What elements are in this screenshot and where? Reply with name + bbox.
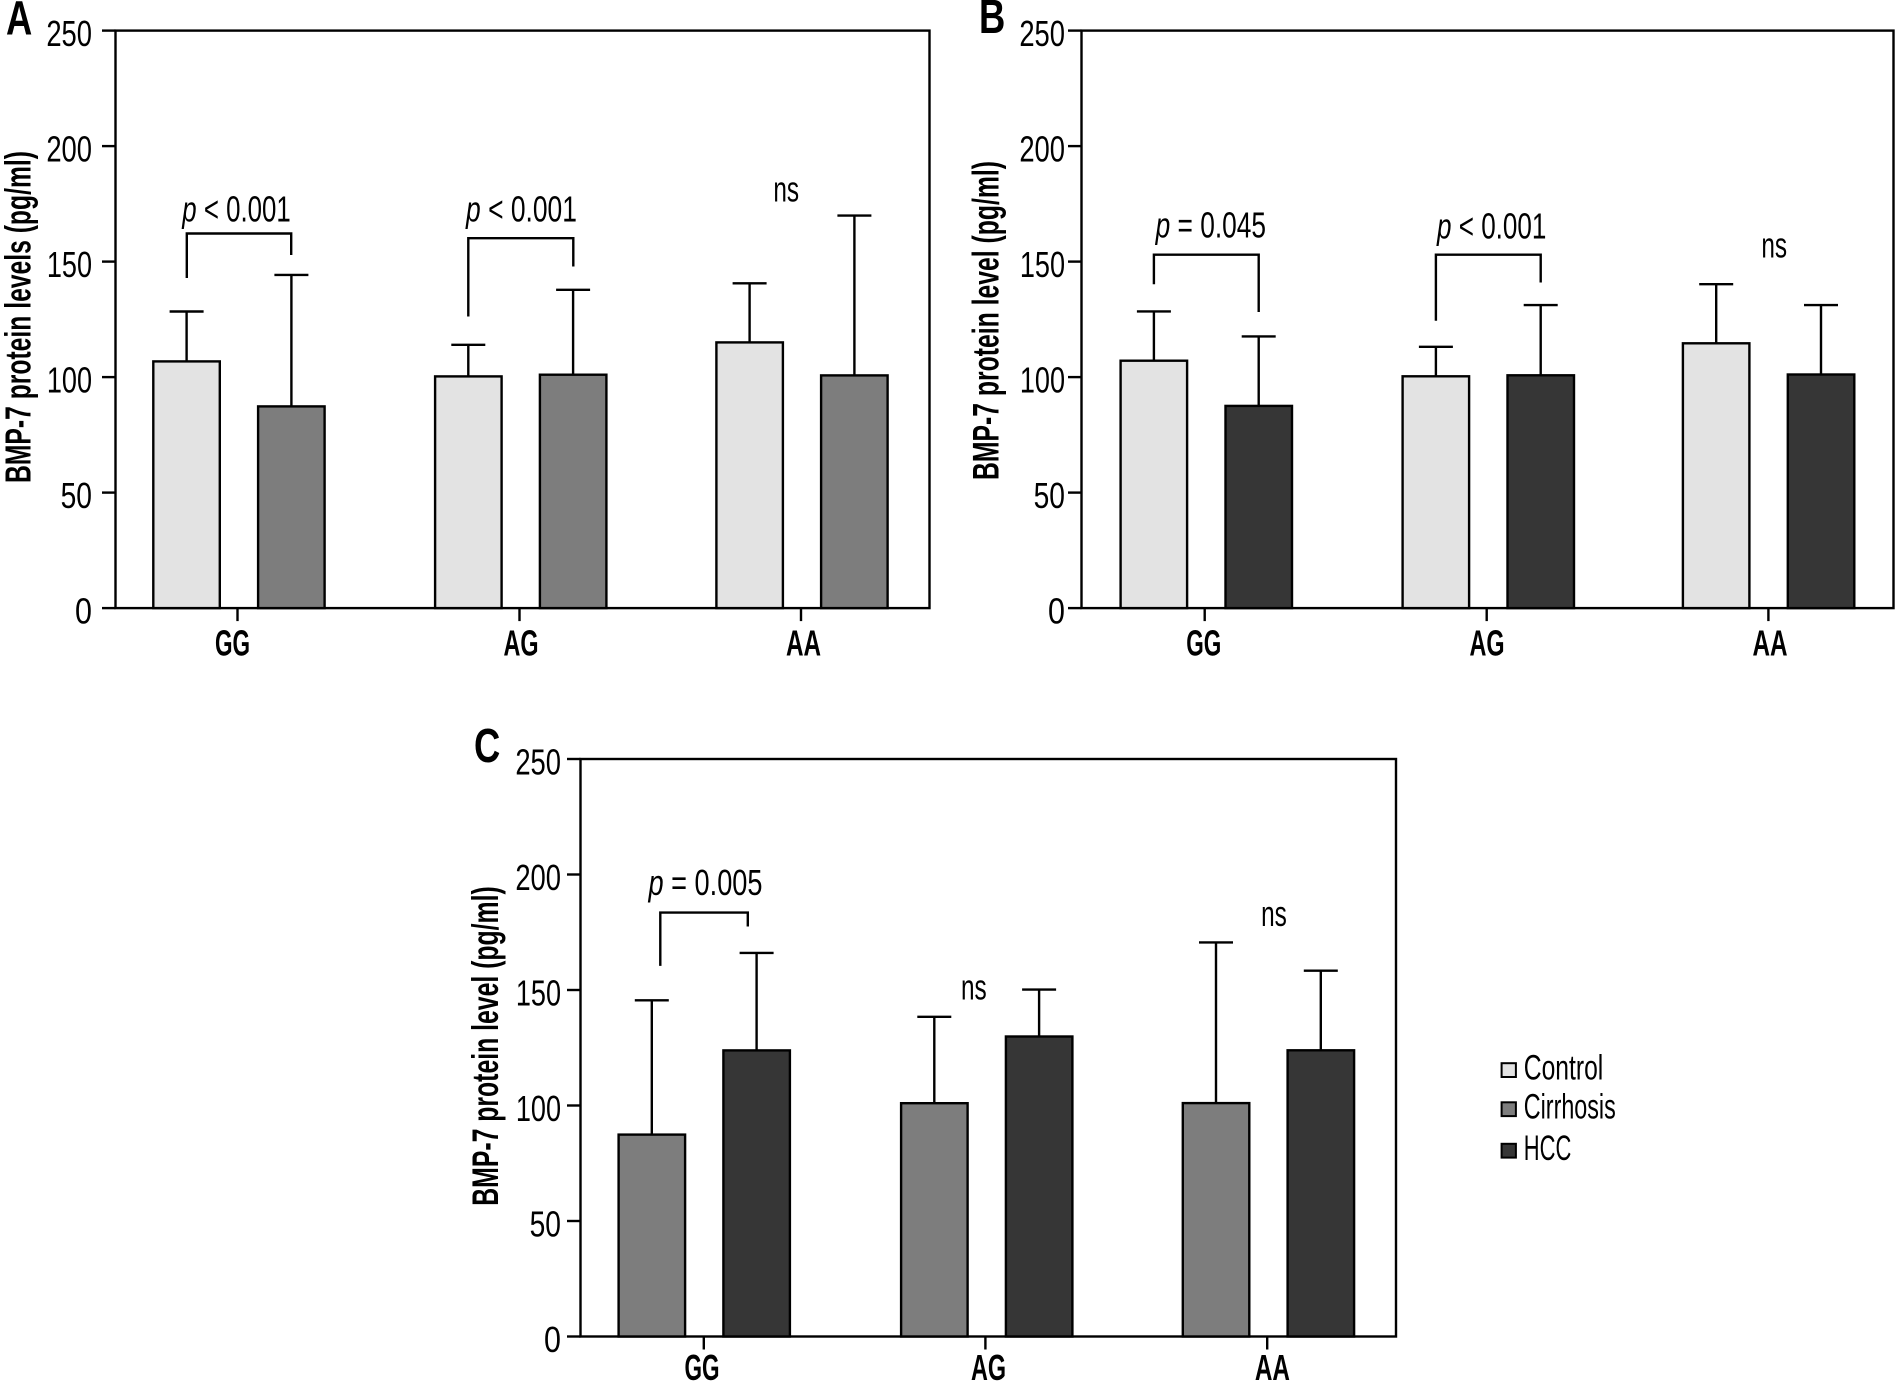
svg-text:250: 250 bbox=[515, 742, 561, 783]
svg-text:Cirrhosis: Cirrhosis bbox=[1524, 1088, 1616, 1127]
svg-text:HCC: HCC bbox=[1524, 1130, 1571, 1168]
svg-text:0: 0 bbox=[544, 1320, 561, 1360]
svg-text:ns: ns bbox=[1261, 893, 1287, 934]
svg-text:BMP-7 protein level (pg/ml): BMP-7 protein level (pg/ml) bbox=[966, 161, 1007, 480]
svg-text:250: 250 bbox=[1019, 13, 1065, 54]
svg-text:200: 200 bbox=[515, 857, 561, 898]
svg-text:p = 0.005: p = 0.005 bbox=[648, 862, 763, 903]
svg-text:GG: GG bbox=[215, 624, 250, 664]
svg-text:150: 150 bbox=[47, 244, 92, 285]
svg-text:100: 100 bbox=[1020, 360, 1065, 401]
svg-text:A: A bbox=[6, 0, 32, 46]
svg-text:100: 100 bbox=[47, 360, 92, 401]
svg-text:p < 0.001: p < 0.001 bbox=[181, 188, 290, 229]
svg-text:150: 150 bbox=[516, 972, 561, 1013]
svg-text:C: C bbox=[474, 719, 500, 773]
svg-text:p < 0.001: p < 0.001 bbox=[465, 188, 577, 229]
svg-text:GG: GG bbox=[684, 1349, 719, 1382]
svg-text:GG: GG bbox=[1186, 624, 1221, 664]
svg-text:100: 100 bbox=[516, 1088, 561, 1129]
svg-text:AA: AA bbox=[1255, 1347, 1290, 1382]
svg-text:0: 0 bbox=[1048, 592, 1065, 632]
svg-text:AG: AG bbox=[503, 624, 538, 664]
svg-text:50: 50 bbox=[61, 476, 92, 516]
svg-text:150: 150 bbox=[1020, 244, 1065, 285]
svg-text:0: 0 bbox=[75, 592, 92, 632]
svg-text:AA: AA bbox=[786, 623, 821, 664]
svg-text:200: 200 bbox=[46, 129, 92, 170]
svg-text:AG: AG bbox=[1469, 624, 1504, 664]
svg-text:B: B bbox=[979, 0, 1005, 44]
svg-text:50: 50 bbox=[530, 1204, 561, 1244]
svg-text:BMP-7 protein level (pg/ml): BMP-7 protein level (pg/ml) bbox=[464, 886, 506, 1205]
svg-text:AG: AG bbox=[971, 1348, 1006, 1382]
svg-text:ns: ns bbox=[961, 967, 987, 1008]
svg-text:50: 50 bbox=[1034, 476, 1065, 516]
svg-text:250: 250 bbox=[46, 13, 92, 54]
svg-text:p < 0.001: p < 0.001 bbox=[1436, 205, 1546, 246]
svg-text:ns: ns bbox=[1761, 225, 1787, 266]
svg-text:200: 200 bbox=[1019, 129, 1065, 170]
svg-text:AA: AA bbox=[1752, 623, 1787, 664]
svg-text:BMP-7 protein levels (pg/ml): BMP-7 protein levels (pg/ml) bbox=[0, 151, 39, 483]
svg-text:ns: ns bbox=[773, 169, 799, 210]
svg-text:Control: Control bbox=[1524, 1049, 1603, 1087]
svg-text:p = 0.045: p = 0.045 bbox=[1155, 204, 1266, 245]
